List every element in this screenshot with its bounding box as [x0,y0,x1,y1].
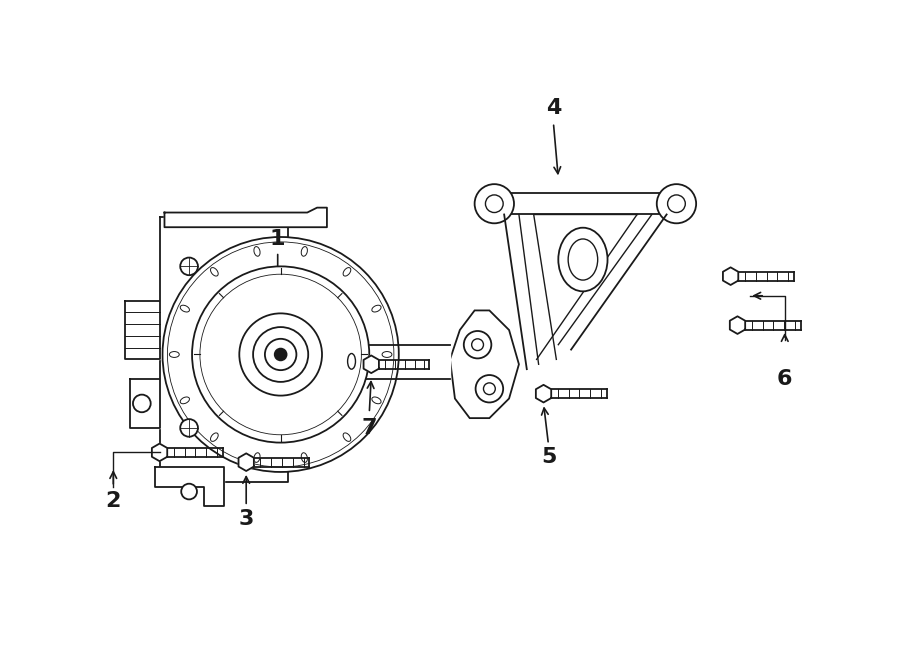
Circle shape [163,237,399,472]
Circle shape [192,266,369,443]
Ellipse shape [169,352,179,358]
Polygon shape [723,267,738,285]
Circle shape [180,419,198,437]
Circle shape [239,313,322,395]
Circle shape [265,339,296,370]
Ellipse shape [254,453,260,463]
Ellipse shape [342,344,362,379]
Text: 1: 1 [270,229,285,249]
Ellipse shape [558,227,608,292]
Polygon shape [536,385,551,403]
Polygon shape [364,356,379,373]
Polygon shape [152,444,167,461]
Polygon shape [165,208,327,227]
Circle shape [464,331,491,358]
Polygon shape [130,379,159,428]
Circle shape [657,184,696,223]
Ellipse shape [211,433,218,442]
Circle shape [253,327,308,382]
Polygon shape [125,301,159,360]
Text: 3: 3 [238,509,254,529]
Ellipse shape [382,352,392,358]
Circle shape [475,375,503,403]
Circle shape [181,484,197,499]
Ellipse shape [211,268,218,276]
Ellipse shape [302,247,308,256]
Text: 7: 7 [362,418,377,438]
Polygon shape [155,467,223,506]
Circle shape [133,395,150,412]
Ellipse shape [372,305,381,312]
Text: 4: 4 [545,98,561,118]
Polygon shape [450,311,519,418]
Ellipse shape [343,268,351,276]
Text: 2: 2 [105,491,121,512]
Polygon shape [352,344,450,379]
Text: 5: 5 [541,447,556,467]
Text: 6: 6 [777,369,793,389]
Polygon shape [238,453,254,471]
Circle shape [474,184,514,223]
Circle shape [180,258,198,275]
Circle shape [274,348,286,360]
Ellipse shape [343,433,351,442]
Polygon shape [159,217,287,482]
Ellipse shape [302,453,308,463]
Ellipse shape [180,397,190,404]
Ellipse shape [180,305,190,312]
Ellipse shape [254,247,260,256]
Polygon shape [494,193,677,214]
Polygon shape [730,317,745,334]
Ellipse shape [372,397,381,404]
